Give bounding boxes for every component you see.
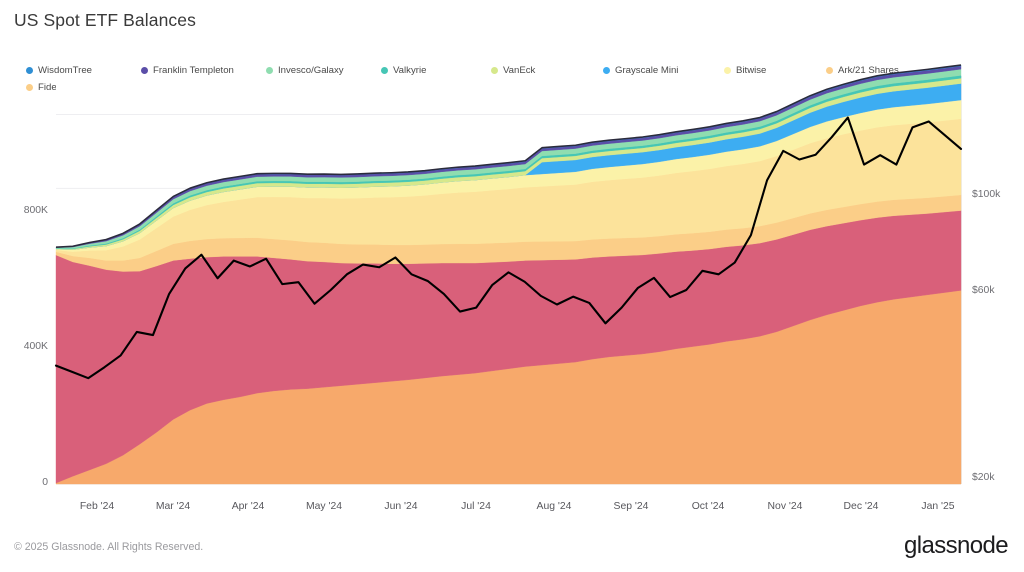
x-axis-tick: Mar '24	[155, 501, 191, 512]
legend-item-btc-price-usd[interactable]: BTC: Price [USD]	[491, 79, 578, 96]
gridlines	[56, 113, 961, 485]
legend-item-bitwise[interactable]: Bitwise	[724, 62, 766, 79]
page-title: US Spot ETF Balances	[14, 10, 196, 30]
btc-price-line	[54, 116, 963, 380]
x-axis-tick: Aug '24	[536, 501, 572, 512]
glassnode-logo: glassnode	[903, 532, 1009, 559]
legend-item-grayscale[interactable]: Grayscale	[141, 79, 196, 96]
x-axis-tick: Dec '24	[843, 501, 879, 512]
legend-swatch-icon	[381, 67, 388, 74]
area-series-blackrock	[55, 290, 962, 485]
copyright-text: © 2025 Glassnode. All Rights Reserved.	[14, 541, 204, 553]
legend-swatch-icon	[826, 67, 833, 74]
plot-background	[56, 76, 961, 484]
area-series-grayscale	[55, 210, 962, 484]
legend-row-2: Fidelity Grayscale BlackRock Total BTC: Pric…	[26, 79, 986, 96]
footer-divider	[0, 530, 1024, 531]
legend-item-blackrock[interactable]: BlackRock	[266, 79, 323, 96]
legend-swatch-icon	[491, 84, 498, 91]
legend-item-total[interactable]: Total	[381, 79, 413, 96]
legend-swatch-icon	[491, 67, 498, 74]
legend-swatch-icon	[26, 67, 33, 74]
area-series-vaneck	[55, 77, 962, 250]
legend-item-vaneck[interactable]: VanEck	[491, 62, 535, 79]
legend-item-grayscale-mini[interactable]: Grayscale Mini	[603, 62, 678, 79]
legend-item-franklin-templeton[interactable]: Franklin Templeton	[141, 62, 234, 79]
legend-item-label: Franklin Templeton	[153, 65, 234, 76]
legend-item-label: Invesco/Galaxy	[278, 65, 344, 76]
stacked-areas	[55, 64, 962, 485]
legend-swatch-icon	[381, 84, 388, 91]
legend-swatch-icon	[141, 84, 148, 91]
y-axis-left-tick: 800K	[23, 205, 48, 216]
legend-item-label: Valkyrie	[393, 65, 427, 76]
x-axis-tick: Oct '24	[691, 501, 725, 512]
area-series-valkyrie	[55, 75, 962, 250]
legend-swatch-icon	[724, 67, 731, 74]
area-series-ark-21-shares	[55, 194, 962, 272]
x-axis-tick: Apr '24	[231, 501, 265, 512]
legend-swatch-icon	[603, 67, 610, 74]
legend-item-label: BlackRock	[278, 82, 324, 93]
legend-swatch-icon	[141, 67, 148, 74]
legend-item-fidelity[interactable]: Fidelity	[26, 79, 68, 96]
y-axis-right-tick: $20k	[972, 472, 995, 483]
legend-item-label: VanEck	[503, 65, 536, 76]
legend-item-label: BTC: Price [USD]	[503, 82, 578, 93]
x-axis-tick: May '24	[305, 501, 343, 512]
legend-item-ark-21-shares[interactable]: Ark/21 Shares	[826, 62, 899, 79]
chart-legend: WisdomTree Franklin Templeton Invesco/Gala…	[26, 62, 986, 96]
legend-item-label: Fidelity	[38, 82, 69, 93]
x-axis-tick: Jul '24	[461, 501, 491, 512]
area-series-bitwise	[55, 99, 962, 252]
legend-item-label: Grayscale	[153, 82, 197, 93]
x-axis-tick: Jun '24	[384, 501, 418, 512]
x-axis-tick: Feb '24	[79, 501, 115, 512]
x-axis-tick: Jan '25	[921, 501, 955, 512]
area-series-grayscale-mini	[55, 83, 962, 250]
y-axis-left-tick: 0	[42, 477, 48, 488]
legend-item-label: Bitwise	[736, 65, 767, 76]
legend-row-1: WisdomTree Franklin Templeton Invesco/Gala…	[26, 62, 986, 79]
legend-swatch-icon	[266, 84, 273, 91]
area-series-invesco-galaxy	[55, 68, 962, 249]
legend-swatch-icon	[266, 67, 273, 74]
legend-swatch-icon	[26, 84, 33, 91]
legend-item-invesco-galaxy[interactable]: Invesco/Galaxy	[266, 62, 344, 79]
legend-item-label: WisdomTree	[38, 65, 93, 76]
area-series-fidelity	[55, 118, 962, 261]
y-axis-right-tick: $100k	[972, 189, 1001, 200]
x-axis-tick: Sep '24	[613, 501, 649, 512]
legend-item-valkyrie[interactable]: Valkyrie	[381, 62, 426, 79]
legend-item-label: Ark/21 Shares	[838, 65, 899, 76]
legend-item-wisdomtree[interactable]: WisdomTree	[26, 62, 92, 79]
x-axis-tick: Nov '24	[767, 501, 803, 512]
y-axis-right-tick: $60k	[972, 285, 995, 296]
legend-item-label: Total	[393, 82, 414, 93]
y-axis-left-tick: 400K	[23, 341, 48, 352]
legend-item-label: Grayscale Mini	[615, 65, 679, 76]
